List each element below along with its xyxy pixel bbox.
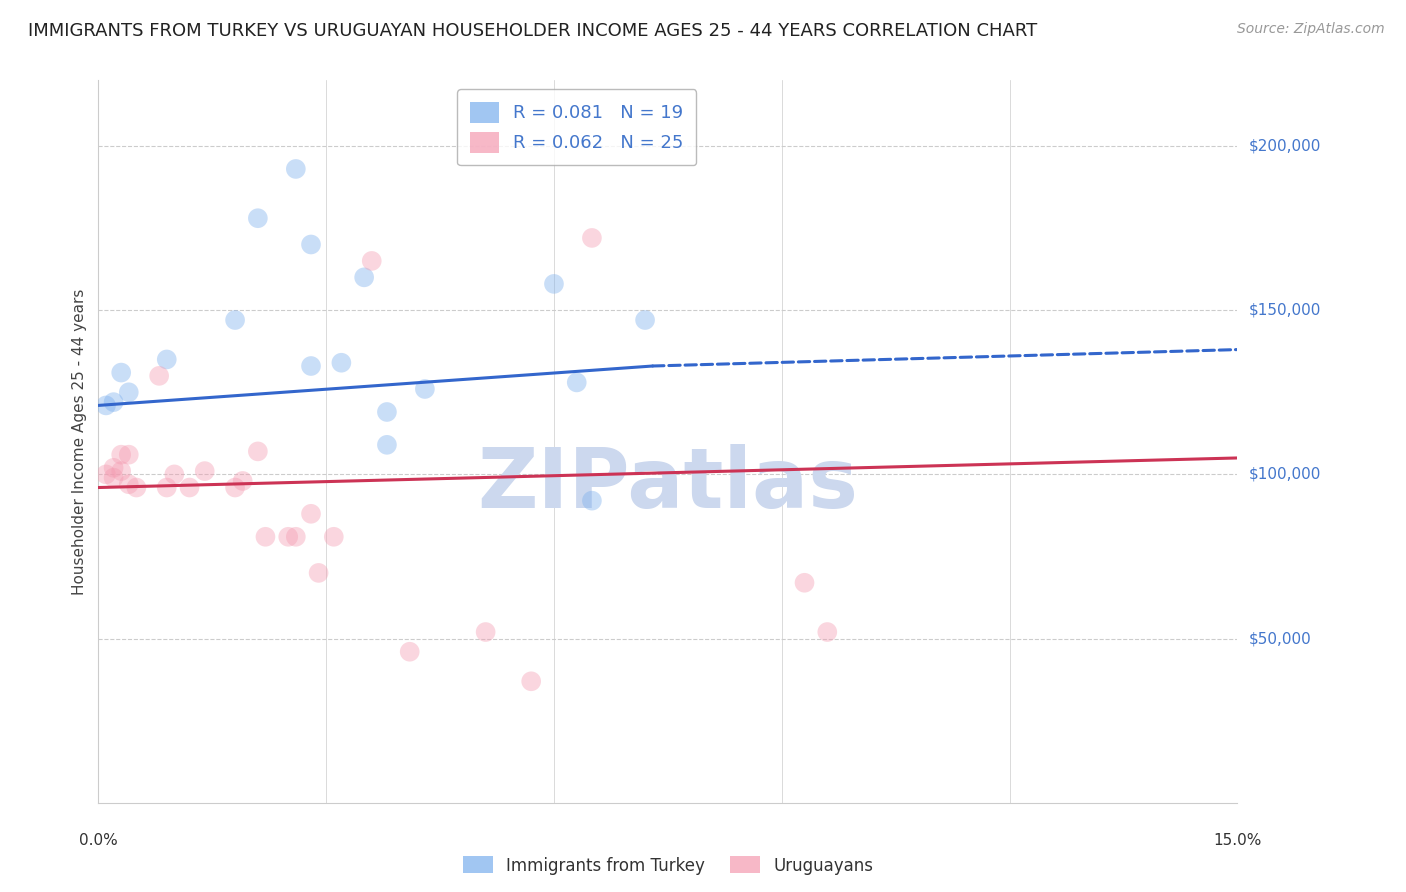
Point [565, 376, 588, 390]
Point [148, 368, 170, 383]
Y-axis label: Householder Income Ages 25 - 44 years: Householder Income Ages 25 - 44 years [72, 288, 87, 595]
Point [94, 467, 117, 482]
Point [224, 481, 246, 495]
Point [118, 385, 141, 400]
Point [634, 313, 657, 327]
Point [375, 405, 398, 419]
Point [308, 566, 330, 580]
Text: $200,000: $200,000 [1249, 138, 1320, 153]
Point [360, 253, 382, 268]
Point [474, 625, 496, 640]
Point [398, 645, 420, 659]
Text: 0.0%: 0.0% [79, 833, 118, 848]
Point [125, 481, 148, 495]
Text: $150,000: $150,000 [1249, 302, 1320, 318]
Text: $100,000: $100,000 [1249, 467, 1320, 482]
Point [103, 460, 125, 475]
Point [103, 471, 125, 485]
Point [254, 530, 277, 544]
Point [156, 352, 179, 367]
Point [413, 382, 436, 396]
Point [277, 530, 299, 544]
Point [581, 493, 603, 508]
Point [110, 366, 132, 380]
Point [284, 530, 307, 544]
Point [224, 313, 246, 327]
Point [194, 464, 217, 478]
Point [156, 481, 179, 495]
Legend: Immigrants from Turkey, Uruguayans: Immigrants from Turkey, Uruguayans [456, 850, 880, 881]
Text: Source: ZipAtlas.com: Source: ZipAtlas.com [1237, 22, 1385, 37]
Text: 15.0%: 15.0% [1213, 833, 1261, 848]
Point [353, 270, 375, 285]
Text: IMMIGRANTS FROM TURKEY VS URUGUAYAN HOUSEHOLDER INCOME AGES 25 - 44 YEARS CORREL: IMMIGRANTS FROM TURKEY VS URUGUAYAN HOUS… [28, 22, 1038, 40]
Text: ZIPatlas: ZIPatlas [478, 444, 858, 525]
Point [232, 474, 254, 488]
Point [375, 438, 398, 452]
Point [118, 477, 141, 491]
Point [94, 398, 117, 412]
Point [793, 575, 815, 590]
Point [163, 467, 186, 482]
Point [179, 481, 201, 495]
Point [110, 464, 132, 478]
Point [246, 211, 269, 226]
Point [543, 277, 565, 291]
Point [246, 444, 269, 458]
Point [118, 448, 141, 462]
Point [815, 625, 838, 640]
Point [299, 359, 322, 373]
Point [284, 161, 307, 176]
Point [330, 356, 353, 370]
Point [581, 231, 603, 245]
Point [299, 237, 322, 252]
Text: $50,000: $50,000 [1249, 632, 1312, 646]
Point [299, 507, 322, 521]
Point [322, 530, 344, 544]
Point [520, 674, 543, 689]
Point [103, 395, 125, 409]
Point [110, 448, 132, 462]
